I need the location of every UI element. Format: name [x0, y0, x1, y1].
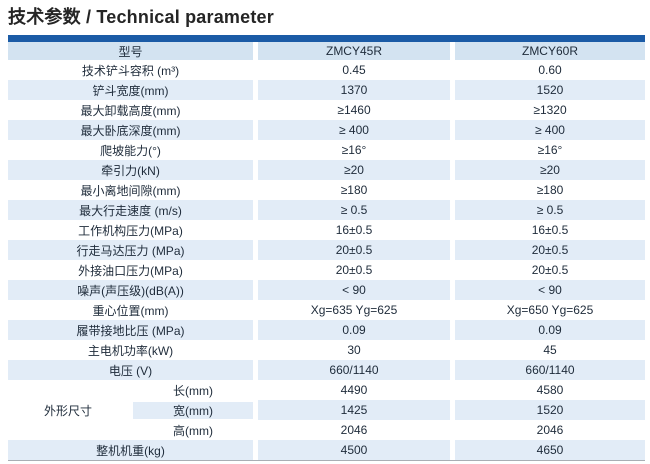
row-label: 重心位置(mm): [8, 300, 253, 320]
spec-sheet-page: 技术参数 / Technical parameter 型号 ZMCY45R ZM…: [0, 6, 650, 461]
row-sublabel: 高(mm): [133, 421, 253, 439]
row-value-zmcy45r: 16±0.5: [258, 220, 450, 240]
row-value-zmcy60r: ≥ 0.5: [455, 200, 645, 220]
row-label: 最大卧底深度(mm): [8, 120, 253, 140]
row-sublabel: 宽(mm): [133, 401, 253, 419]
header-model-label: 型号: [8, 42, 253, 60]
row-label: 技术铲斗容积 (m³): [8, 60, 253, 80]
table-row-travel-motor-pressure: 行走马达压力 (MPa) 20±0.5 20±0.5: [8, 240, 645, 260]
table-header-row: 型号 ZMCY45R ZMCY60R: [8, 42, 645, 60]
table-row-max-unload-height: 最大卸载高度(mm) ≥1460 ≥1320: [8, 100, 645, 120]
row-value-zmcy60r: < 90: [455, 280, 645, 300]
row-value-zmcy45r: 660/1140: [258, 360, 450, 380]
row-value-zmcy45r: ≥ 400: [258, 120, 450, 140]
row-label: 行走马达压力 (MPa): [8, 240, 253, 260]
row-value-zmcy45r: 0.45: [258, 60, 450, 80]
row-label: 铲斗宽度(mm): [8, 80, 253, 100]
dimension-group-label: 外形尺寸: [8, 401, 128, 419]
row-value-zmcy45r: Xg=635 Yg=625: [258, 300, 450, 320]
row-value-zmcy60r: 1520: [455, 400, 645, 420]
row-value-zmcy60r: 2046: [455, 420, 645, 440]
technical-parameter-table: 型号 ZMCY45R ZMCY60R 技术铲斗容积 (m³) 0.45 0.60…: [8, 35, 645, 461]
table-row-external-oil-port-pressure: 外接油口压力(MPa) 20±0.5 20±0.5: [8, 260, 645, 280]
table-row-max-travel-speed: 最大行走速度 (m/s) ≥ 0.5 ≥ 0.5: [8, 200, 645, 220]
table-row-track-ground-pressure: 履带接地比压 (MPa) 0.09 0.09: [8, 320, 645, 340]
row-value-zmcy60r: 0.60: [455, 60, 645, 80]
row-value-zmcy45r: ≥180: [258, 180, 450, 200]
row-value-zmcy60r: ≥1320: [455, 100, 645, 120]
table-row-gradeability: 爬坡能力(°) ≥16° ≥16°: [8, 140, 645, 160]
row-sublabel: 长(mm): [133, 381, 253, 399]
row-label: 噪声(声压级)(dB(A)): [8, 280, 253, 300]
row-value-zmcy45r: 4500: [258, 440, 450, 460]
table-row-bucket-width: 铲斗宽度(mm) 1370 1520: [8, 80, 645, 100]
row-value-zmcy45r: 20±0.5: [258, 260, 450, 280]
row-value-zmcy45r: 4490: [258, 380, 450, 400]
row-value-zmcy60r: 0.09: [455, 320, 645, 340]
table-row-center-of-gravity: 重心位置(mm) Xg=635 Yg=625 Xg=650 Yg=625: [8, 300, 645, 320]
table-row-dimension-height: 高(mm) 2046 2046: [8, 420, 645, 440]
row-value-zmcy45r: ≥20: [258, 160, 450, 180]
row-value-zmcy45r: ≥16°: [258, 140, 450, 160]
table-row-min-ground-clearance: 最小离地间隙(mm) ≥180 ≥180: [8, 180, 645, 200]
table-row-noise-level: 噪声(声压级)(dB(A)) < 90 < 90: [8, 280, 645, 300]
table-row-dimension-width: 外形尺寸 宽(mm) 1425 1520: [8, 400, 645, 420]
row-value-zmcy60r: Xg=650 Yg=625: [455, 300, 645, 320]
row-value-zmcy45r: 1425: [258, 400, 450, 420]
row-value-zmcy45r: ≥ 0.5: [258, 200, 450, 220]
table-row-machine-weight: 整机机重(kg) 4500 4650: [8, 440, 645, 460]
row-value-zmcy45r: 1370: [258, 80, 450, 100]
row-label: 最大卸载高度(mm): [8, 100, 253, 120]
row-value-zmcy60r: 16±0.5: [455, 220, 645, 240]
row-label: 爬坡能力(°): [8, 140, 253, 160]
header-model-zmcy45r: ZMCY45R: [258, 42, 450, 60]
row-value-zmcy45r: 30: [258, 340, 450, 360]
row-label: 最小离地间隙(mm): [8, 180, 253, 200]
row-label: 工作机构压力(MPa): [8, 220, 253, 240]
row-value-zmcy45r: ≥1460: [258, 100, 450, 120]
row-value-zmcy60r: ≥16°: [455, 140, 645, 160]
row-value-zmcy45r: 20±0.5: [258, 240, 450, 260]
row-value-zmcy45r: 2046: [258, 420, 450, 440]
row-label: 履带接地比压 (MPa): [8, 320, 253, 340]
row-label: 牵引力(kN): [8, 160, 253, 180]
row-value-zmcy60r: 660/1140: [455, 360, 645, 380]
table-row-voltage: 电压 (V) 660/1140 660/1140: [8, 360, 645, 380]
table-row-max-digging-depth: 最大卧底深度(mm) ≥ 400 ≥ 400: [8, 120, 645, 140]
header-model-zmcy60r: ZMCY60R: [455, 42, 645, 60]
row-label: 最大行走速度 (m/s): [8, 200, 253, 220]
row-value-zmcy45r: 0.09: [258, 320, 450, 340]
table-row-work-mechanism-pressure: 工作机构压力(MPa) 16±0.5 16±0.5: [8, 220, 645, 240]
row-label: 电压 (V): [8, 360, 253, 380]
row-value-zmcy60r: 45: [455, 340, 645, 360]
row-value-zmcy60r: 4650: [455, 440, 645, 460]
table-row-dimension-length: 长(mm) 4490 4580: [8, 380, 645, 400]
row-label: 外接油口压力(MPa): [8, 260, 253, 280]
table-row-traction-force: 牵引力(kN) ≥20 ≥20: [8, 160, 645, 180]
row-value-zmcy60r: 20±0.5: [455, 240, 645, 260]
row-value-zmcy60r: 1520: [455, 80, 645, 100]
row-value-zmcy60r: ≥ 400: [455, 120, 645, 140]
row-value-zmcy60r: 4580: [455, 380, 645, 400]
table-row-main-motor-power: 主电机功率(kW) 30 45: [8, 340, 645, 360]
row-label: 整机机重(kg): [8, 440, 253, 460]
row-value-zmcy45r: < 90: [258, 280, 450, 300]
row-label: 主电机功率(kW): [8, 340, 253, 360]
page-title: 技术参数 / Technical parameter: [8, 7, 274, 27]
table-top-accent-bar: [8, 35, 645, 42]
row-value-zmcy60r: ≥20: [455, 160, 645, 180]
row-value-zmcy60r: ≥180: [455, 180, 645, 200]
table-row-bucket-capacity: 技术铲斗容积 (m³) 0.45 0.60: [8, 60, 645, 80]
row-value-zmcy60r: 20±0.5: [455, 260, 645, 280]
